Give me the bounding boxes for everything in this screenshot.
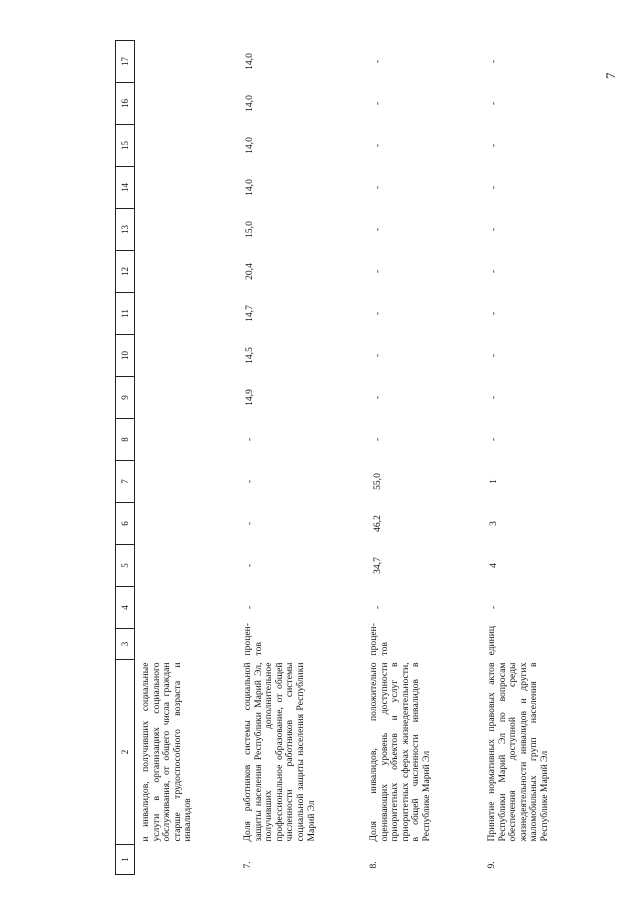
value-cell: - xyxy=(488,437,499,442)
value-cell: 46,2 xyxy=(372,515,383,532)
value-cell xyxy=(135,377,238,419)
value-cell: - xyxy=(372,395,383,400)
table-row: и инвалидов, получивших социальные услуг… xyxy=(135,41,238,875)
column-header: 12 xyxy=(115,250,135,293)
value-cell xyxy=(135,587,238,629)
value-cell xyxy=(135,335,238,377)
unit-cell xyxy=(135,629,238,660)
column-header: 17 xyxy=(115,40,135,83)
column-header: 3 xyxy=(115,628,135,660)
value-cell: - xyxy=(372,605,383,610)
value-cell: - xyxy=(372,227,383,232)
row-number: 7. xyxy=(242,861,253,869)
table-row: 8. Доля инвалидов, положительно оценивающ… xyxy=(363,41,481,875)
value-cell xyxy=(135,419,238,461)
value-cell: - xyxy=(488,395,499,400)
value-cell: - xyxy=(488,353,499,358)
value-cell: - xyxy=(488,185,499,190)
value-cell: - xyxy=(488,311,499,316)
row-number xyxy=(135,845,238,875)
value-cell xyxy=(135,251,238,293)
value-cell xyxy=(135,41,238,83)
value-cell: - xyxy=(244,479,255,484)
value-cell: 55,0 xyxy=(372,473,383,490)
value-cell: - xyxy=(372,311,383,316)
page-number: 7 xyxy=(603,72,618,80)
indicators-table: 1 2 3 4 5 6 7 8 9 10 11 12 13 14 15 16 17 и инвалидов, п… xyxy=(115,40,589,875)
value-cell: - xyxy=(244,437,255,442)
column-header: 7 xyxy=(115,460,135,503)
row-number: 8. xyxy=(368,861,379,869)
indicator-name: и инвалидов, получивших социальные услуг… xyxy=(140,662,194,842)
value-cell: - xyxy=(488,227,499,232)
value-cell xyxy=(135,503,238,545)
value-cell: 14,5 xyxy=(244,347,255,364)
value-cell xyxy=(135,461,238,503)
value-cell: 14,0 xyxy=(244,53,255,70)
value-cell xyxy=(135,209,238,251)
value-cell: - xyxy=(372,143,383,148)
value-cell: - xyxy=(372,101,383,106)
value-cell: 14,0 xyxy=(244,95,255,112)
table-row: 9. Принятие нормативных правовых актов Ре… xyxy=(481,41,589,875)
value-cell xyxy=(135,125,238,167)
value-cell: - xyxy=(372,185,383,190)
row-number: 9. xyxy=(486,861,497,869)
column-header: 15 xyxy=(115,124,135,167)
column-header: 8 xyxy=(115,418,135,461)
value-cell: - xyxy=(244,563,255,568)
value-cell: - xyxy=(372,353,383,358)
value-cell: 20,4 xyxy=(244,263,255,280)
value-cell: - xyxy=(488,59,499,64)
header-row: 1 2 3 4 5 6 7 8 9 10 11 12 13 14 15 16 17 xyxy=(115,40,135,875)
value-cell: 14,9 xyxy=(244,389,255,406)
value-cell xyxy=(135,545,238,587)
value-cell: 34,7 xyxy=(372,557,383,574)
column-header: 2 xyxy=(115,659,135,845)
column-header: 4 xyxy=(115,586,135,629)
value-cell xyxy=(135,293,238,335)
value-cell: - xyxy=(244,605,255,610)
value-cell: - xyxy=(488,143,499,148)
indicator-name: Доля работников системы социальной защит… xyxy=(242,662,317,842)
value-cell: - xyxy=(488,101,499,106)
column-header: 5 xyxy=(115,544,135,587)
value-cell: - xyxy=(372,437,383,442)
value-cell: 14,0 xyxy=(244,179,255,196)
column-header: 14 xyxy=(115,166,135,209)
value-cell: 1 xyxy=(488,479,499,484)
column-header: 1 xyxy=(115,844,135,875)
column-header: 10 xyxy=(115,334,135,377)
column-header: 9 xyxy=(115,376,135,419)
value-cell: 14,7 xyxy=(244,305,255,322)
table-row: 7. Доля работников системы социальной защ… xyxy=(237,41,363,875)
value-cell: - xyxy=(488,269,499,274)
column-header: 13 xyxy=(115,208,135,251)
unit-cell: процен-тов xyxy=(368,623,390,656)
rotated-page: 7 1 2 3 4 5 6 7 8 9 10 11 12 13 14 15 16 17 и инвалидов,… xyxy=(115,40,618,875)
value-cell: 14,0 xyxy=(244,137,255,154)
unit-cell: процен-тов xyxy=(242,623,264,656)
value-cell xyxy=(135,167,238,209)
column-header: 16 xyxy=(115,82,135,125)
column-header: 6 xyxy=(115,502,135,545)
unit-cell: единиц xyxy=(486,625,497,656)
indicator-name: Доля инвалидов, положительно оценивающих… xyxy=(368,662,432,842)
value-cell: - xyxy=(372,59,383,64)
value-cell: - xyxy=(372,269,383,274)
value-cell xyxy=(135,83,238,125)
indicator-name: Принятие нормативных правовых актов Респ… xyxy=(486,662,550,842)
value-cell: 3 xyxy=(488,521,499,526)
value-cell: - xyxy=(488,605,499,610)
value-cell: 4 xyxy=(488,563,499,568)
value-cell: - xyxy=(244,521,255,526)
column-header: 11 xyxy=(115,292,135,335)
value-cell: 15,0 xyxy=(244,221,255,238)
